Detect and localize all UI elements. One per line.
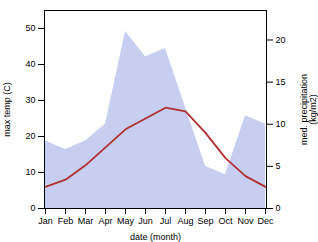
svg-text:0: 0 bbox=[276, 203, 281, 213]
svg-text:Dec: Dec bbox=[257, 216, 274, 226]
svg-text:Jan: Jan bbox=[38, 216, 53, 226]
svg-text:5: 5 bbox=[276, 161, 281, 171]
svg-text:Oct: Oct bbox=[218, 216, 233, 226]
svg-text:Aug: Aug bbox=[177, 216, 193, 226]
svg-text:Apr: Apr bbox=[98, 216, 112, 226]
svg-text:May: May bbox=[117, 216, 135, 226]
svg-text:date (month): date (month) bbox=[130, 232, 181, 242]
svg-text:max temp (C): max temp (C) bbox=[2, 82, 12, 137]
svg-text:10: 10 bbox=[276, 119, 286, 129]
svg-text:15: 15 bbox=[276, 77, 286, 87]
svg-text:40: 40 bbox=[25, 59, 35, 69]
svg-text:0: 0 bbox=[30, 203, 35, 213]
svg-text:Mar: Mar bbox=[78, 216, 94, 226]
svg-text:med. precipitation(kg/m2): med. precipitation(kg/m2) bbox=[299, 74, 318, 145]
svg-text:10: 10 bbox=[25, 167, 35, 177]
svg-text:30: 30 bbox=[25, 95, 35, 105]
svg-text:Feb: Feb bbox=[58, 216, 74, 226]
svg-text:50: 50 bbox=[25, 23, 35, 33]
svg-text:Jun: Jun bbox=[138, 216, 153, 226]
svg-text:Jul: Jul bbox=[160, 216, 172, 226]
svg-text:Sep: Sep bbox=[197, 216, 213, 226]
svg-text:20: 20 bbox=[276, 35, 286, 45]
svg-text:20: 20 bbox=[25, 131, 35, 141]
svg-text:Nov: Nov bbox=[237, 216, 254, 226]
